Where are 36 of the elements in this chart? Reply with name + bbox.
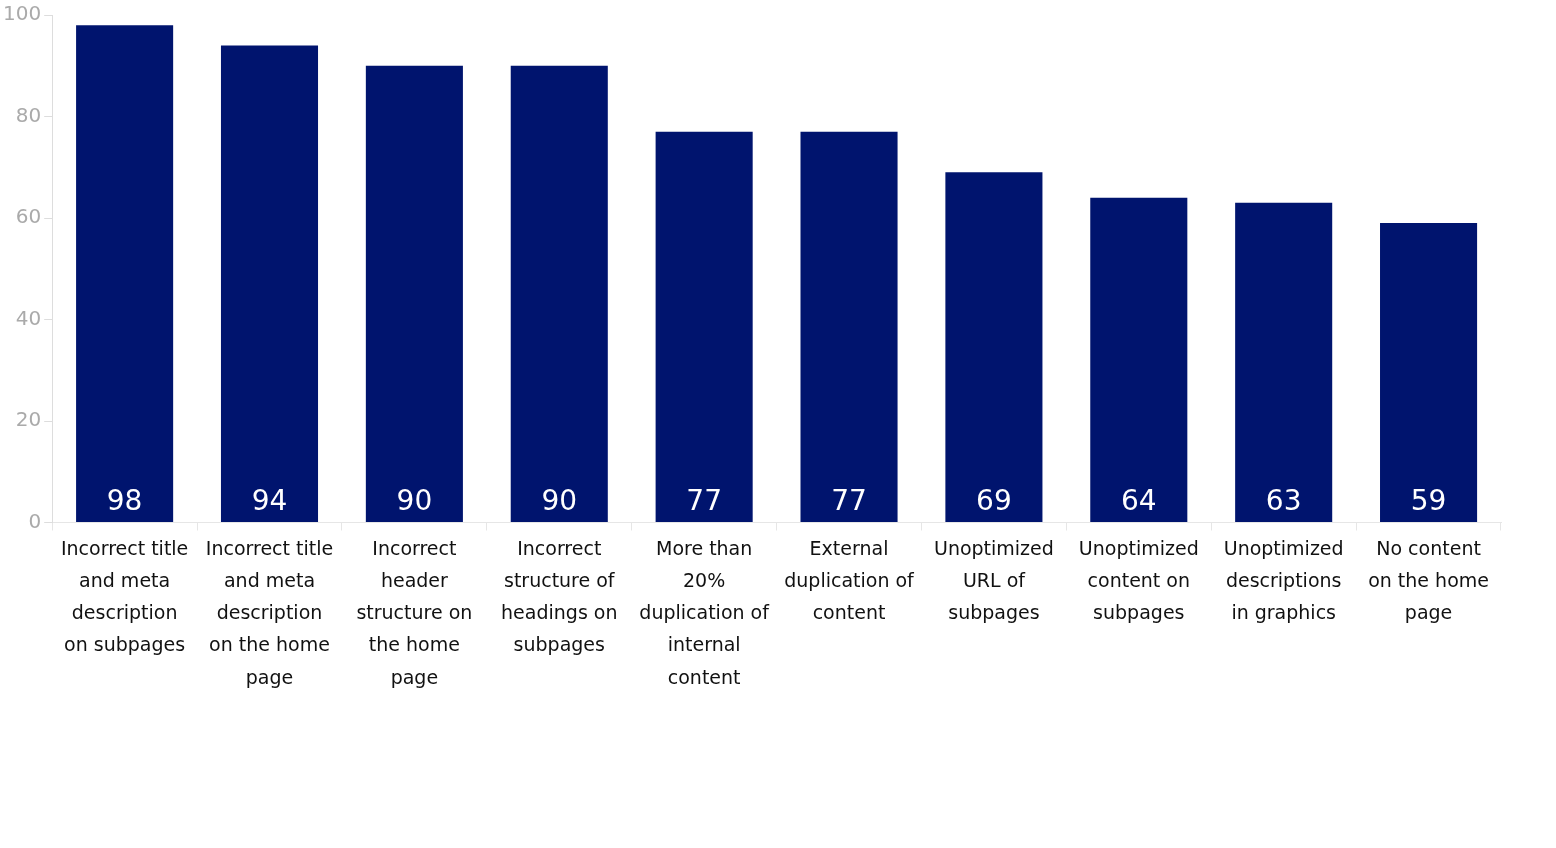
bar (1235, 202, 1333, 522)
x-tick-label: External duplication of content (784, 536, 916, 624)
data-label: 77 (831, 483, 867, 517)
y-tick-label: 100 (2, 1, 42, 26)
x-tick-label: Incorrect header structure on the home page (356, 536, 473, 688)
y-tick-label: 60 (15, 204, 42, 229)
data-label: 98 (106, 483, 143, 517)
bar (945, 172, 1043, 522)
bar (365, 65, 463, 522)
data-label: 94 (251, 483, 288, 517)
y-tick-label: 40 (15, 305, 42, 330)
y-tick-label: 0 (28, 508, 42, 533)
bar (76, 25, 174, 522)
data-label: 77 (686, 483, 722, 517)
bar (510, 65, 608, 522)
data-label: 90 (396, 483, 433, 517)
x-tick-label: Incorrect title and meta description on the home page (205, 536, 334, 688)
bar (1090, 197, 1188, 522)
x-tick-label: Incorrect structure of headings on subpages (501, 536, 618, 656)
data-label: 69 (976, 483, 1012, 517)
x-tick-label: Unoptimized URL of subpages (933, 536, 1054, 624)
y-tick-label: 20 (15, 407, 42, 432)
x-tick-label: More than 20% duplication of internal content (639, 536, 771, 688)
y-tick-label: 80 (15, 102, 42, 127)
bar (1380, 223, 1478, 522)
bar (220, 45, 319, 522)
bar (800, 131, 898, 522)
bar (655, 131, 753, 522)
x-tick-label: Incorrect title and meta description on subpages (60, 536, 189, 656)
data-label: 64 (1120, 483, 1157, 517)
x-tick-label: Unoptimized content on subpages (1078, 536, 1199, 624)
data-label: 90 (541, 483, 578, 517)
x-tick-label: No content on the home page (1368, 536, 1489, 624)
data-label: 59 (1410, 483, 1447, 517)
data-label: 63 (1265, 483, 1302, 517)
x-tick-label: Unoptimized descriptions in graphics (1223, 536, 1344, 624)
